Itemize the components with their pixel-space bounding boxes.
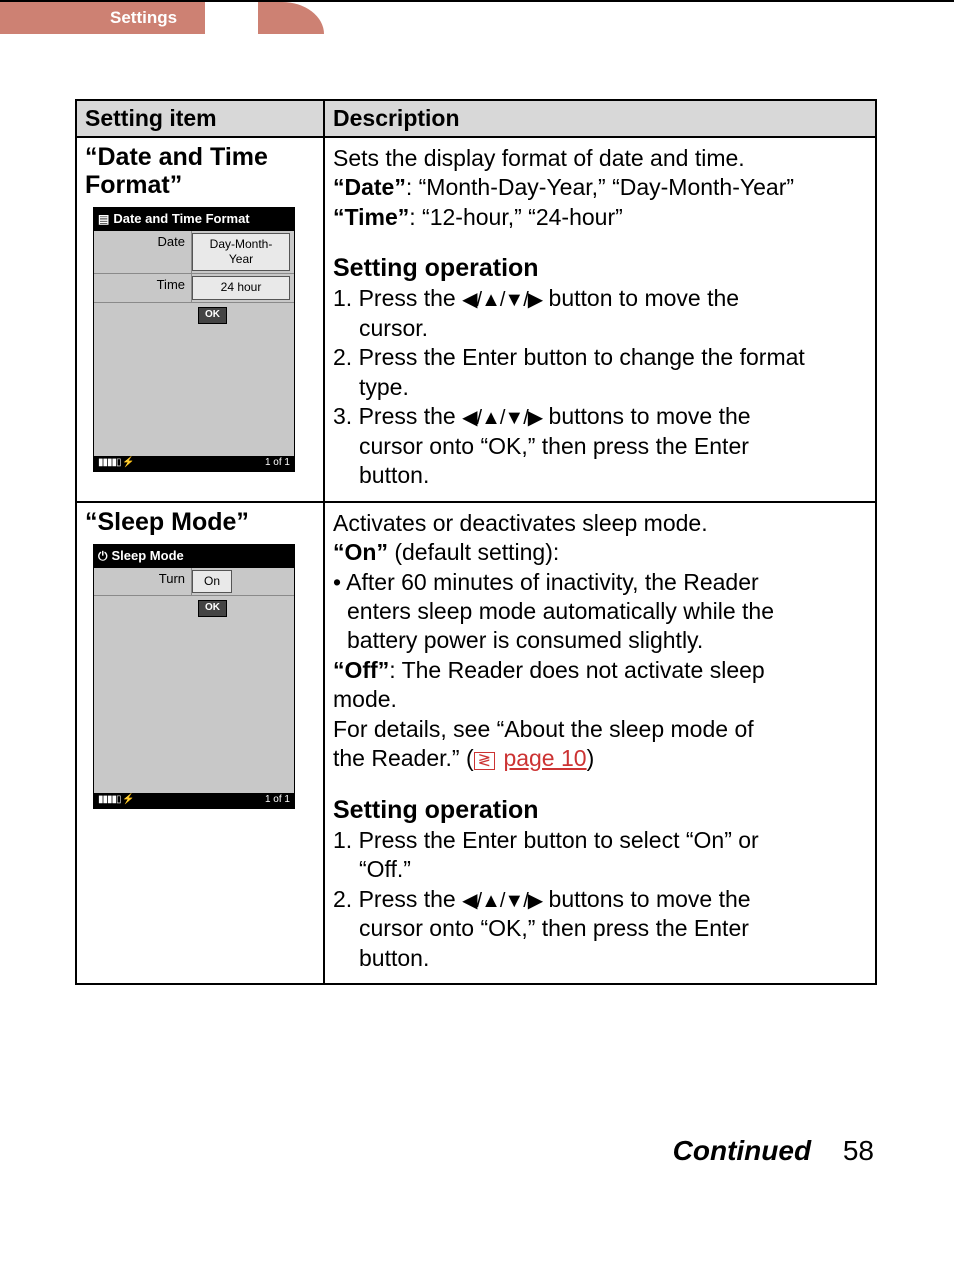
mini-page-indicator: 1 of 1: [265, 794, 290, 807]
desc-time-label: “Time”: [333, 204, 409, 230]
desc-off-text: : The Reader does not activate sleep: [389, 657, 764, 683]
mini-ok-button: OK: [198, 307, 227, 324]
table-row: “Date and Time Format” ▤ Date and Time F…: [76, 137, 876, 502]
step-2: 2. Press the Enter button to change the …: [333, 343, 867, 402]
item-title: “Date and Time Format”: [85, 144, 315, 199]
page-number: 58: [843, 1135, 874, 1166]
mini-header: ⏻ Sleep Mode: [94, 545, 294, 568]
bullet-line: enters sleep mode automatically while th…: [333, 597, 867, 626]
desc-date-values: : “Month-Day-Year,” “Day-Month-Year”: [406, 174, 794, 200]
cell-item: “Sleep Mode” ⏻ Sleep Mode Turn On OK: [76, 502, 324, 984]
detail-text: ): [587, 745, 595, 771]
mini-value: On: [192, 570, 232, 593]
step-text: button.: [333, 461, 867, 490]
mini-row: Turn On: [94, 568, 294, 596]
mini-body: Turn On OK ▮▮▮▮▯ ⚡ 1 of 1: [94, 568, 294, 808]
battery-icon: ▮▮▮▮▯ ⚡: [98, 794, 134, 807]
mini-page-indicator: 1 of 1: [265, 457, 290, 470]
mini-ok-button: OK: [198, 600, 227, 617]
cell-description: Activates or deactivates sleep mode. “On…: [324, 502, 876, 984]
page-link[interactable]: page 10: [503, 745, 586, 771]
setting-operation-heading: Setting operation: [333, 794, 867, 826]
step-text: cursor.: [333, 314, 867, 343]
header-tab-label: Settings: [110, 8, 177, 27]
col-setting-item: Setting item: [76, 100, 324, 137]
step-2: 2. Press the ◀/▲/▼/▶ buttons to move the…: [333, 885, 867, 973]
mini-header: ▤ Date and Time Format: [94, 208, 294, 231]
step-text: 2. Press the: [333, 886, 462, 912]
desc-detail1: For details, see “About the sleep mode o…: [333, 715, 867, 744]
header-tab-bar: Settings: [0, 0, 954, 44]
xref-icon: ≷: [474, 752, 495, 770]
battery-icon: ▮▮▮▮▯ ⚡: [98, 457, 134, 470]
desc-off-line: “Off”: The Reader does not activate slee…: [333, 656, 867, 685]
step-text: 1. Press the Enter button to select “On”…: [333, 827, 759, 853]
desc-time-values: : “12-hour,” “24-hour”: [409, 204, 622, 230]
mini-ok-row: OK: [94, 596, 294, 617]
step-3: 3. Press the ◀/▲/▼/▶ buttons to move the…: [333, 402, 867, 490]
step-text: buttons to move the: [542, 886, 750, 912]
step-text: buttons to move the: [542, 403, 750, 429]
table-header-row: Setting item Description: [76, 100, 876, 137]
arrow-icons: ◀/▲/▼/▶: [462, 407, 542, 429]
desc-date-line: “Date”: “Month-Day-Year,” “Day-Month-Yea…: [333, 173, 867, 202]
continued-label: Continued: [673, 1135, 811, 1166]
mini-value: Day-Month-Year: [192, 233, 290, 272]
mini-screenshot-sleep-mode: ⏻ Sleep Mode Turn On OK ▮▮▮▮▯: [93, 544, 295, 809]
header-tab-curve: [258, 2, 324, 34]
step-text: 1. Press the: [333, 285, 462, 311]
detail-text: the Reader.” (: [333, 745, 474, 771]
power-icon: ⏻: [98, 549, 108, 564]
desc-intro: Sets the display format of date and time…: [333, 144, 867, 173]
desc-time-line: “Time”: “12-hour,” “24-hour”: [333, 203, 867, 232]
mini-footer: ▮▮▮▮▯ ⚡ 1 of 1: [94, 793, 294, 808]
desc-off-line2: mode.: [333, 685, 867, 714]
mini-title: Sleep Mode: [112, 548, 184, 565]
step-text: button to move the: [542, 285, 739, 311]
desc-on-label: “On”: [333, 539, 388, 565]
step-text: type.: [333, 373, 867, 402]
step-1: 1. Press the Enter button to select “On”…: [333, 826, 867, 885]
arrow-icons: ◀/▲/▼/▶: [462, 890, 542, 912]
step-text: cursor onto “OK,” then press the Enter: [333, 432, 867, 461]
desc-detail2: the Reader.” (≷ page 10): [333, 744, 867, 773]
bullet-line: battery power is consumed slightly.: [333, 626, 867, 655]
desc-date-label: “Date”: [333, 174, 406, 200]
setting-operation-heading: Setting operation: [333, 252, 867, 284]
cell-description: Sets the display format of date and time…: [324, 137, 876, 502]
desc-on-suffix: (default setting):: [388, 539, 559, 565]
item-title: “Sleep Mode”: [85, 509, 315, 537]
mini-label: Time: [94, 274, 192, 301]
desc-off-label: “Off”: [333, 657, 389, 683]
desc-on-line: “On” (default setting):: [333, 538, 867, 567]
arrow-icons: ◀/▲/▼/▶: [462, 289, 542, 311]
calendar-icon: ▤: [98, 212, 109, 227]
mini-screenshot-date-time: ▤ Date and Time Format Date Day-Month-Ye…: [93, 207, 295, 472]
desc-intro: Activates or deactivates sleep mode.: [333, 509, 867, 538]
settings-table: Setting item Description “Date and Time …: [75, 99, 877, 985]
mini-row: Date Day-Month-Year: [94, 231, 294, 275]
step-text: button.: [333, 944, 867, 973]
step-text: cursor onto “OK,” then press the Enter: [333, 914, 867, 943]
step-text: “Off.”: [333, 855, 867, 884]
mini-value: 24 hour: [192, 276, 290, 299]
table-row: “Sleep Mode” ⏻ Sleep Mode Turn On OK: [76, 502, 876, 984]
mini-row: Time 24 hour: [94, 274, 294, 302]
mini-label: Date: [94, 231, 192, 274]
mini-body: Date Day-Month-Year Time 24 hour OK ▮: [94, 231, 294, 471]
mini-label: Turn: [94, 568, 192, 595]
page-footer: Continued 58: [0, 1135, 954, 1167]
header-tab: Settings: [0, 2, 205, 34]
col-description: Description: [324, 100, 876, 137]
bullet-line: • After 60 minutes of inactivity, the Re…: [333, 568, 867, 597]
cell-item: “Date and Time Format” ▤ Date and Time F…: [76, 137, 324, 502]
step-1: 1. Press the ◀/▲/▼/▶ button to move the …: [333, 284, 867, 343]
step-text: 3. Press the: [333, 403, 462, 429]
mini-ok-row: OK: [94, 303, 294, 324]
step-text: 2. Press the Enter button to change the …: [333, 344, 805, 370]
mini-title: Date and Time Format: [113, 211, 249, 228]
mini-footer: ▮▮▮▮▯ ⚡ 1 of 1: [94, 456, 294, 471]
